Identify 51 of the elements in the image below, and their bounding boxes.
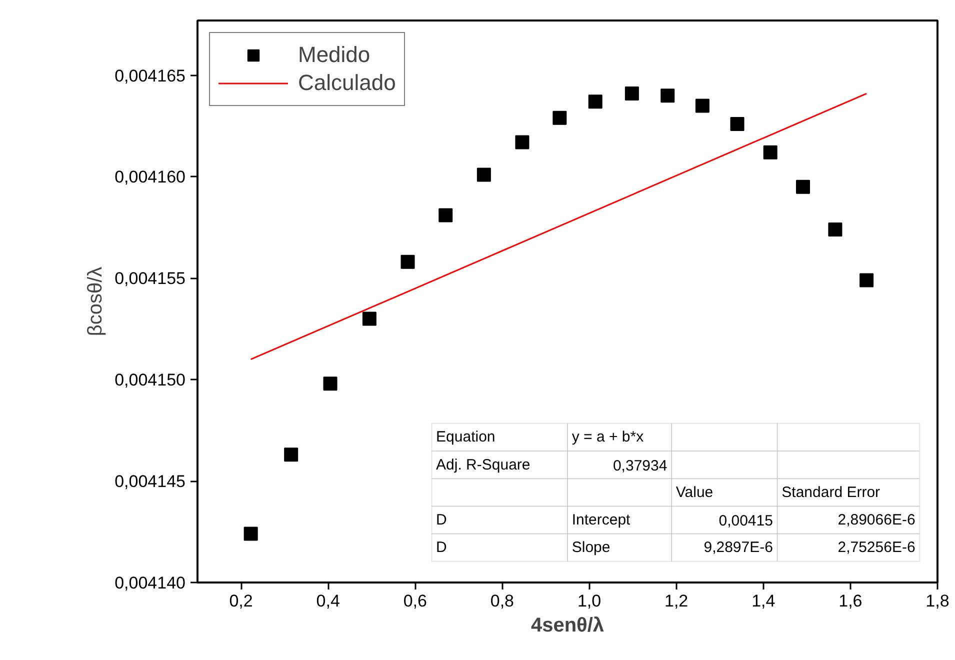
point — [730, 116, 744, 131]
point — [796, 180, 810, 194]
x-tick-label: 0,6 — [403, 592, 427, 610]
point — [515, 135, 530, 150]
legend-label: Medido — [298, 42, 370, 68]
x-tick-label: 0,4 — [316, 592, 340, 610]
y-tick-label: 0,004155 — [114, 269, 186, 288]
x-tick-label: 1,2 — [664, 592, 688, 610]
annotation: 0,37934 — [612, 457, 668, 474]
annotation: Standard Error — [782, 484, 880, 501]
annotation: D — [436, 512, 448, 529]
annotation: 9,2897E-6 — [704, 539, 773, 556]
annotation: Intercept — [572, 512, 632, 529]
annotation: 2,89066E-6 — [838, 512, 916, 529]
point — [588, 94, 602, 109]
point — [284, 448, 298, 462]
annotation: 2,75256E-6 — [838, 539, 916, 556]
y-tick-label: 0,004160 — [114, 168, 186, 187]
point — [624, 86, 639, 101]
annotation: Adj. R-Square — [436, 456, 530, 474]
point — [244, 526, 258, 541]
y-tick-label: 0,004150 — [114, 370, 186, 390]
point — [860, 273, 874, 288]
x-tick-label: 0,2 — [229, 592, 253, 610]
annotation: Slope — [572, 539, 610, 556]
point — [552, 110, 567, 125]
point — [400, 254, 415, 269]
x-axis-title: 4senθ/λ — [530, 614, 604, 636]
x-tick-label: 0,8 — [490, 592, 514, 610]
x-tick-label: 1,0 — [577, 592, 602, 610]
annotation: D — [436, 539, 448, 556]
legend-label: Calculado — [298, 70, 396, 96]
point — [362, 312, 376, 326]
point — [763, 145, 778, 160]
x-tick-label: 1,8 — [926, 592, 950, 610]
x-tick-label: 1,4 — [752, 592, 776, 610]
annotation: Equation — [436, 428, 496, 446]
y-tick-label: 0,004140 — [114, 574, 186, 592]
point — [323, 376, 338, 391]
point — [438, 208, 453, 222]
point — [828, 222, 842, 236]
y-tick-label: 0,004145 — [114, 472, 186, 492]
annotation: y = a + b*x — [572, 428, 644, 446]
x-tick-label: 1,6 — [838, 592, 862, 610]
annotation: Value — [676, 484, 714, 501]
point — [476, 168, 491, 182]
y-axis-title: βcosθ/λ — [84, 266, 107, 336]
y-tick-label: 0,004165 — [114, 66, 186, 86]
point — [660, 88, 675, 103]
annotation: 0,00415 — [718, 512, 773, 530]
point — [695, 98, 710, 113]
